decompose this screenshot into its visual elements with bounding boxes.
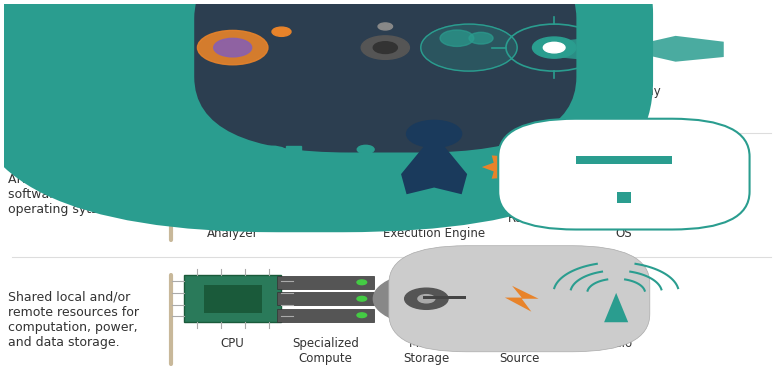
Circle shape	[373, 273, 479, 325]
Text: Native
OS: Native OS	[604, 212, 643, 240]
FancyBboxPatch shape	[389, 246, 650, 352]
Circle shape	[277, 0, 343, 30]
Text: Speakers: Speakers	[358, 85, 413, 98]
Polygon shape	[482, 151, 549, 183]
Circle shape	[197, 30, 268, 65]
Circle shape	[406, 120, 462, 147]
FancyBboxPatch shape	[0, 0, 533, 185]
FancyBboxPatch shape	[498, 119, 749, 230]
Circle shape	[357, 146, 374, 154]
Polygon shape	[401, 134, 467, 194]
Circle shape	[357, 280, 366, 284]
Text: AR middleware (enabling
software) and native
operating sytstem.: AR middleware (enabling software) and na…	[8, 173, 166, 217]
Bar	[423, 296, 466, 299]
Circle shape	[321, 193, 338, 202]
Polygon shape	[604, 293, 628, 322]
Text: User Interface: User Interface	[428, 85, 511, 98]
Polygon shape	[505, 286, 539, 312]
FancyBboxPatch shape	[277, 276, 373, 289]
Polygon shape	[412, 188, 456, 208]
Text: Components to capture
physical world, provide user
interaction, and present
digi: Components to capture physical world, pr…	[8, 39, 184, 97]
FancyBboxPatch shape	[277, 309, 373, 322]
Text: Power
Source: Power Source	[499, 337, 539, 364]
Text: Shared local and/or
remote resources for
computation, power,
and data storage.: Shared local and/or remote resources for…	[8, 291, 139, 349]
Circle shape	[420, 24, 517, 71]
Polygon shape	[528, 165, 581, 191]
Circle shape	[440, 30, 474, 46]
Text: MAR
Execution Engine: MAR Execution Engine	[383, 212, 485, 240]
Circle shape	[214, 38, 251, 57]
Bar	[204, 284, 262, 313]
Circle shape	[543, 42, 565, 53]
Circle shape	[503, 161, 527, 173]
Circle shape	[532, 37, 576, 58]
Text: Sensors: Sensors	[209, 85, 256, 98]
Text: Optics: Optics	[536, 85, 573, 98]
Text: Display: Display	[618, 85, 662, 98]
Bar	[185, 275, 281, 322]
Bar	[286, 146, 301, 153]
Circle shape	[469, 32, 493, 44]
Circle shape	[272, 27, 291, 36]
Circle shape	[378, 23, 392, 30]
Circle shape	[418, 295, 435, 303]
Circle shape	[373, 42, 397, 54]
Text: Context
Analyzer: Context Analyzer	[207, 212, 258, 240]
Text: Specialized
Compute: Specialized Compute	[292, 337, 359, 364]
FancyBboxPatch shape	[277, 292, 373, 305]
Text: Radio: Radio	[600, 337, 633, 349]
Bar	[576, 156, 672, 164]
Text: Media
Storage: Media Storage	[403, 337, 449, 364]
Text: Renderer: Renderer	[507, 212, 562, 225]
Polygon shape	[555, 36, 723, 62]
Text: Simulator: Simulator	[301, 212, 358, 225]
FancyBboxPatch shape	[0, 0, 653, 232]
FancyBboxPatch shape	[194, 0, 576, 152]
Circle shape	[361, 36, 410, 59]
Circle shape	[545, 173, 564, 182]
Circle shape	[405, 288, 448, 309]
Text: Haptics: Haptics	[288, 85, 332, 98]
Text: CPU: CPU	[221, 337, 244, 349]
Circle shape	[357, 313, 366, 318]
Bar	[617, 192, 631, 203]
Circle shape	[357, 296, 366, 301]
